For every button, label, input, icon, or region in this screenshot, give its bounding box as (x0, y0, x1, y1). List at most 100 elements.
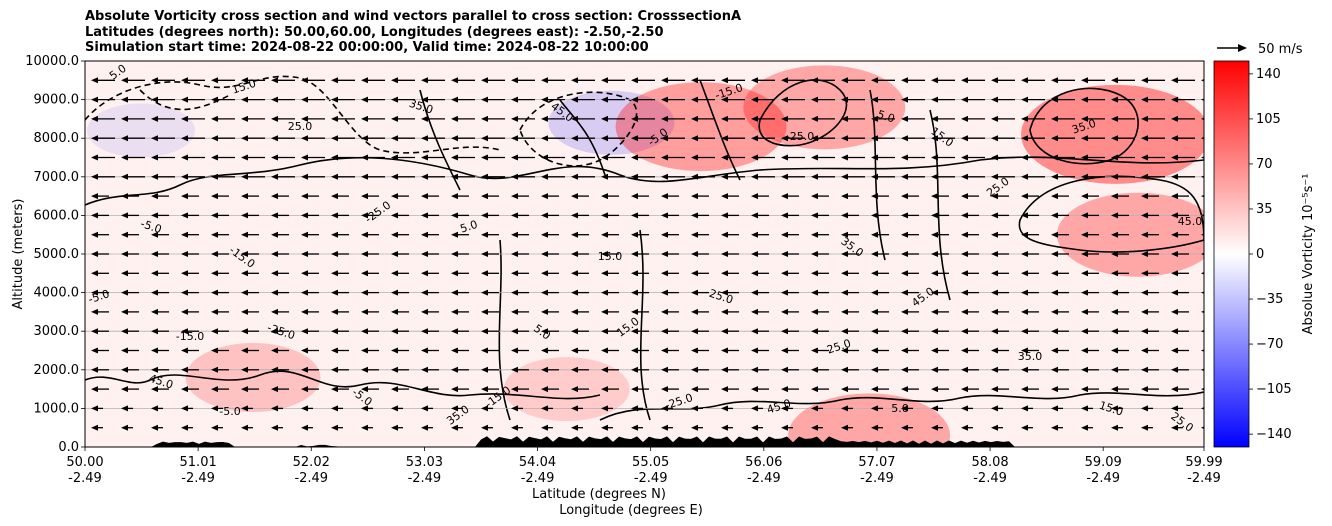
wind-vector-374 (1051, 251, 1069, 257)
wind-vector-678 (1051, 96, 1075, 103)
wind-vector-290 (811, 289, 829, 296)
wind-vector-286 (691, 289, 709, 296)
x-tick-lon-2: -2.49 (294, 471, 328, 486)
wind-vector-129 (541, 366, 559, 373)
wind-vector-148 (1111, 366, 1129, 373)
wind-vector-6 (271, 424, 283, 431)
wind-vector-699 (541, 77, 565, 84)
wind-vector-498 (211, 173, 235, 180)
quiver-key-arrowhead (1238, 44, 1247, 52)
wind-vector-387 (301, 231, 319, 238)
wind-vector-128 (511, 366, 529, 373)
wind-vector-525 (1021, 173, 1045, 180)
wind-vector-245 (601, 308, 619, 315)
wind-vector-697 (481, 77, 505, 84)
y-tick-label-3: 3000.0 (34, 324, 80, 339)
colorbar-tick-label-8: −140 (1256, 427, 1292, 442)
wind-vector-143 (961, 366, 979, 373)
contour-line-6 (85, 370, 601, 400)
contour-line-10 (139, 89, 231, 111)
wind-vector-676 (991, 96, 1015, 103)
wind-vector-598 (931, 135, 955, 142)
wind-vector-391 (421, 231, 439, 238)
wind-vector-540 (331, 154, 355, 161)
wind-vector-248 (691, 308, 709, 315)
wind-vector-363 (721, 251, 739, 257)
wind-vector-662 (571, 96, 595, 103)
wind-vector-203 (481, 328, 499, 335)
y-tick-label-8: 8000.0 (34, 131, 80, 146)
wind-vector-194 (211, 328, 229, 335)
wind-vector-179 (901, 347, 919, 354)
x-tick-lon-1: -2.49 (181, 471, 215, 486)
wind-vector-160 (331, 347, 349, 354)
wind-vector-60 (751, 405, 763, 412)
wind-vector-583 (481, 135, 505, 142)
wind-vector-517 (781, 173, 805, 180)
wind-vector-553 (721, 154, 745, 161)
wind-vector-176 (811, 347, 829, 354)
wind-vector-228 (91, 308, 109, 315)
wind-vector-636 (931, 115, 955, 122)
wind-vector-571 (121, 135, 145, 142)
wind-vector-564 (1051, 154, 1075, 161)
wind-vector-214 (811, 328, 829, 335)
wind-vector-684 (91, 77, 115, 84)
wind-vector-221 (1021, 328, 1039, 335)
wind-vector-64 (871, 405, 883, 412)
wind-vector-683 (1201, 98, 1204, 101)
wind-vector-305 (121, 270, 139, 277)
wind-vector-656 (391, 96, 415, 103)
contour-label-27: 35.0 (1018, 350, 1043, 363)
wind-vector-427 (361, 212, 379, 219)
x-tick-lon-9: -2.49 (1086, 471, 1120, 486)
wind-vector-639 (1021, 115, 1045, 122)
wind-vector-705 (721, 77, 745, 84)
wind-vector-634 (871, 115, 895, 122)
wind-vector-147 (1081, 366, 1099, 373)
wind-vector-487 (1021, 193, 1039, 200)
wind-vector-595 (841, 135, 865, 142)
wind-vector-92 (571, 386, 589, 393)
wind-vector-721 (1201, 79, 1204, 82)
wind-vector-240 (451, 308, 469, 315)
wind-vector-44 (271, 405, 283, 412)
wind-vector-645 (1201, 117, 1204, 121)
wind-vector-130 (571, 366, 589, 373)
wind-vector-666 (691, 96, 715, 103)
wind-vector-38 (91, 405, 103, 412)
wind-vector-285 (661, 289, 679, 296)
wind-vector-151 (1201, 368, 1204, 372)
wind-vector-102 (871, 386, 889, 393)
wind-vector-702 (631, 77, 655, 84)
wind-vector-718 (1111, 77, 1135, 84)
wind-vector-104 (931, 386, 949, 393)
wind-vector-346 (211, 251, 229, 257)
wind-vector-577 (301, 135, 325, 142)
wind-vector-353 (421, 251, 439, 257)
wind-vector-379 (1201, 252, 1204, 256)
wind-vector-187 (1141, 347, 1159, 354)
wind-vector-225 (1141, 328, 1159, 335)
wind-vector-646 (91, 96, 115, 103)
wind-vector-475 (661, 193, 679, 200)
wind-vector-428 (391, 212, 409, 219)
wind-vector-665 (661, 96, 685, 103)
wind-vector-512 (631, 173, 655, 180)
wind-vector-451 (1081, 212, 1099, 219)
wind-vector-260 (1051, 308, 1069, 315)
wind-vector-380 (91, 231, 109, 238)
wind-vector-243 (541, 308, 559, 315)
wind-vector-351 (361, 251, 379, 257)
y-axis-label: Altitude (meters) (11, 199, 26, 310)
wind-vector-688 (211, 77, 235, 84)
contour-label-13: -5.0 (139, 217, 163, 236)
wind-vector-82 (271, 386, 289, 393)
wind-vector-279 (481, 289, 499, 296)
wind-vector-39 (121, 405, 133, 412)
wind-vector-59 (721, 405, 733, 412)
contour-label-37: -5.0 (219, 405, 240, 418)
wind-vector-46 (331, 405, 343, 412)
x-axis: 50.00-2.4951.01-2.4952.02-2.4953.03-2.49… (66, 447, 1223, 486)
wind-vector-153 (121, 347, 139, 354)
